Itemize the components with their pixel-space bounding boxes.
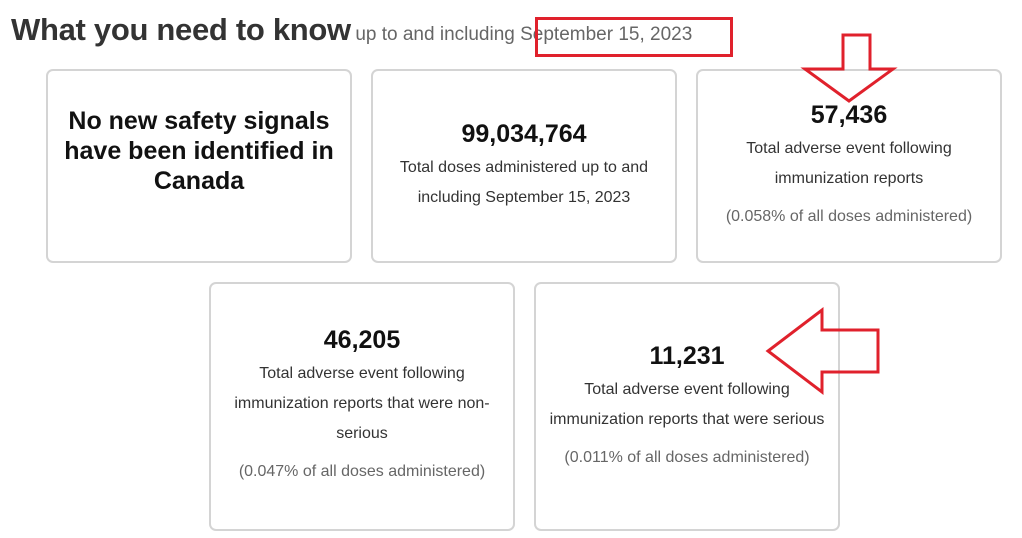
card-total-doses: 99,034,764 Total doses administered up t…: [371, 69, 677, 263]
card-total-aefi: 57,436 Total adverse event following imm…: [696, 69, 1002, 263]
date: September 15, 2023: [520, 24, 693, 45]
card-value: 11,231: [649, 342, 725, 370]
left-arrow-icon: [765, 306, 880, 396]
card-percent: (0.047% of all doses administered): [238, 463, 486, 480]
card-value: 57,436: [810, 100, 888, 129]
safety-signal-text: No new safety signals have been identifi…: [64, 107, 334, 195]
down-arrow-icon: [800, 33, 898, 103]
card-label: Total doses administered up to and inclu…: [399, 158, 649, 206]
card-label: Total adverse event following immunizati…: [234, 365, 490, 442]
card-value: 46,205: [323, 326, 401, 354]
card-percent: (0.011% of all doses administered): [564, 449, 810, 466]
card-percent: (0.058% of all doses administered): [725, 207, 973, 225]
card-value: 99,034,764: [461, 119, 587, 148]
subtitle: up to and including: [355, 24, 521, 45]
card-label: Total adverse event following immunizati…: [549, 381, 825, 428]
heading: What you need to know: [11, 12, 351, 47]
card-safety-signals: No new safety signals have been identifi…: [46, 69, 352, 263]
card-serious: 11,231 Total adverse event following imm…: [534, 282, 840, 531]
page-title: What you need to know up to and includin…: [11, 12, 692, 48]
card-label: Total adverse event following immunizati…: [746, 139, 952, 187]
card-non-serious: 46,205 Total adverse event following imm…: [209, 282, 515, 531]
date-highlight-box: [535, 17, 733, 57]
